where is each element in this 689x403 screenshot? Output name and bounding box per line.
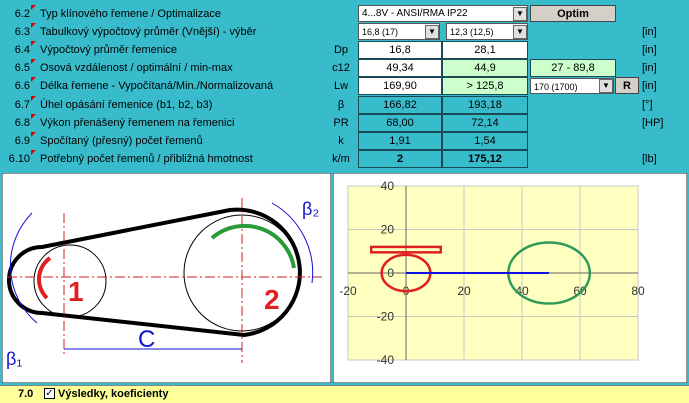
dropdown-arrow[interactable]: ▼ [599, 79, 613, 94]
comment-marker [31, 23, 36, 29]
unit: [HP] [642, 116, 664, 129]
value-cell: 193,18 [442, 95, 528, 114]
unit: [lb] [642, 152, 657, 165]
button[interactable]: R [615, 77, 639, 95]
row-label: Potřebný počet řemenů / přibližná hmotno… [40, 152, 253, 165]
value-cell: 1,54 [442, 131, 528, 150]
y-tick-label: -40 [377, 353, 395, 367]
row-number: 6.6 [14, 80, 30, 93]
section-title: Výsledky, koeficienty [58, 388, 169, 400]
y-tick-label: 20 [381, 223, 395, 237]
value-cell: 49,34 [358, 59, 442, 78]
value-cell: 169,90 [358, 77, 442, 96]
row-symbol: c12 [332, 62, 350, 75]
row-symbol: k/m [332, 152, 350, 165]
row-symbol: k [338, 134, 344, 147]
row-label: Délka řemene - Vypočítaná/Min./Normalizo… [40, 80, 274, 93]
row-number: 6.4 [14, 44, 30, 57]
comment-marker [31, 113, 36, 119]
pulley-label: 1 [68, 276, 84, 307]
dropdown[interactable]: 4...8V - ANSI/RMA IP22 [358, 5, 528, 22]
row-number: 6.10 [8, 152, 30, 165]
pulley-small [33, 244, 107, 318]
comment-marker [31, 131, 36, 137]
row-label: Úhel opásání řemenice (b1, b2, b3) [40, 98, 213, 111]
value-cell: 175,12 [442, 149, 528, 168]
comment-marker [31, 149, 36, 155]
dropdown[interactable]: 170 (1700) [530, 78, 614, 95]
value-cell: 27 - 89,8 [530, 59, 616, 78]
unit: [°] [642, 98, 653, 111]
row-label: Osová vzdálenost / optimální / min-max [40, 62, 233, 75]
unit: [in] [642, 80, 657, 93]
comment-marker [31, 77, 36, 83]
row-number: 6.5 [14, 62, 30, 75]
value-cell: 72,14 [442, 113, 528, 132]
row-number: 6.7 [14, 98, 30, 111]
value-cell: 44,9 [442, 59, 528, 78]
value-cell: > 125,8 [442, 77, 528, 96]
value-cell: 68,00 [358, 113, 442, 132]
row-number: 6.9 [14, 134, 30, 147]
row-symbol: Dp [333, 44, 349, 57]
dropdown-arrow[interactable]: ▼ [513, 24, 527, 39]
belt-section [369, 245, 443, 254]
distance-label: C [138, 326, 155, 353]
x-tick-label: 20 [457, 284, 471, 298]
dropdown-arrow[interactable]: ▼ [425, 24, 439, 39]
rotation-arrow-1 [37, 256, 52, 300]
angle-label: β₂ [302, 199, 319, 219]
y-tick-label: 40 [381, 179, 395, 193]
rotation-arrow-2 [210, 223, 296, 269]
row-label: Tabulkový výpočtový průměr (Vnější) - vý… [40, 26, 257, 39]
angle-label: β₁ [6, 349, 22, 369]
row-symbol: Lw [333, 80, 349, 93]
row-symbol: β [337, 98, 345, 111]
value-cell: 16,8 [358, 41, 442, 60]
dropdown[interactable]: 16,8 (17) [358, 23, 440, 41]
x-tick-label: -20 [339, 284, 357, 298]
row-number: 6.8 [14, 116, 30, 129]
checkbox[interactable]: ✓ [44, 388, 55, 399]
comment-marker [31, 95, 36, 101]
value-cell: 28,1 [442, 41, 528, 60]
angle-arc-2 [271, 202, 314, 284]
comment-marker [31, 59, 36, 65]
y-tick-label: -20 [377, 310, 395, 324]
unit: [in] [642, 44, 657, 57]
dropdown-arrow[interactable]: ▼ [513, 6, 527, 21]
section-number: 7.0 [18, 388, 34, 400]
row-number: 6.2 [14, 8, 30, 20]
value-cell: 166,82 [358, 95, 442, 114]
pulley-label: 2 [264, 284, 280, 315]
comment-marker [31, 41, 36, 47]
row-number: 6.3 [14, 26, 30, 39]
unit: [in] [642, 62, 657, 75]
value-cell: 1,91 [358, 131, 442, 150]
row-label: Výkon přenášený řemenem na řemenici [40, 116, 235, 129]
x-tick-label: 80 [631, 284, 645, 298]
dropdown[interactable]: 12,3 (12,5) [446, 23, 528, 41]
row-symbol: PR [333, 116, 349, 129]
row-label: Výpočtový průměr řemenice [40, 44, 177, 57]
button[interactable]: Optim [530, 5, 616, 22]
comment-marker [31, 5, 36, 10]
belt-diagram: 1 2 C β₁ β₂ [2, 173, 331, 383]
footer-bar [0, 385, 689, 403]
diagram-frame [2, 173, 331, 383]
row-label: Typ klínového řemene / Optimalizace [40, 8, 221, 20]
value-cell: 2 [358, 149, 442, 168]
row-label: Spočítaný (přesný) počet řemenů [40, 134, 203, 147]
angle-arc-1 [9, 212, 38, 324]
unit: [in] [642, 26, 657, 39]
